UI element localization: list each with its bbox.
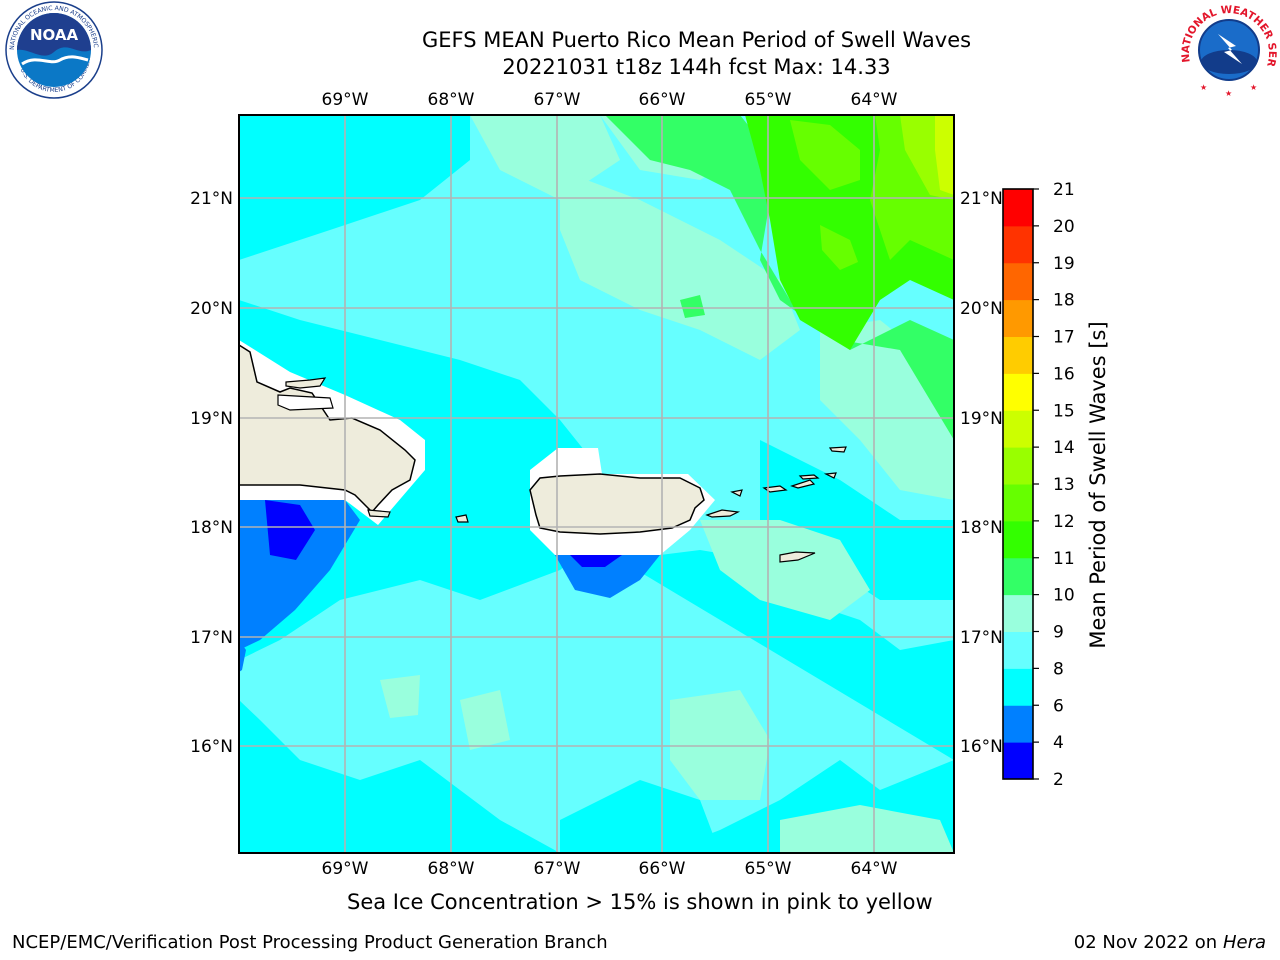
colorbar-tick-label: 8 xyxy=(1053,659,1064,679)
colorbar-swatch xyxy=(1003,742,1033,780)
colorbar-swatch xyxy=(1003,631,1033,669)
colorbar-swatch xyxy=(1003,594,1033,632)
hispaniola-landmass xyxy=(239,344,416,514)
noaa-wordmark: NOAA xyxy=(30,26,79,44)
lat-label: 18°N xyxy=(960,518,1003,538)
lat-labels-left: 21°N 20°N 19°N 18°N 17°N 16°N xyxy=(190,189,233,757)
lat-labels-right: 21°N 20°N 19°N 18°N 17°N 16°N xyxy=(960,189,1003,757)
colorbar-swatch xyxy=(1003,520,1033,559)
lat-label: 20°N xyxy=(960,299,1003,319)
colorbar-tick-label: 9 xyxy=(1053,623,1064,643)
colorbar-swatch xyxy=(1003,557,1033,596)
lat-label: 17°N xyxy=(960,628,1003,648)
colorbar-swatch xyxy=(1003,484,1033,522)
lat-label: 19°N xyxy=(190,409,233,429)
colorbar-swatch xyxy=(1003,447,1033,485)
machine-name: Hera xyxy=(1222,932,1266,953)
svg-text:★: ★ xyxy=(1225,89,1232,98)
colorbar-tick-label: 11 xyxy=(1053,549,1075,569)
producer-credit: NCEP/EMC/Verification Post Processing Pr… xyxy=(12,932,608,953)
puerto-rico-landmass xyxy=(529,473,705,535)
svg-text:★: ★ xyxy=(1200,83,1207,92)
colorbar-tick-label: 17 xyxy=(1053,328,1075,348)
lon-label: 66°W xyxy=(639,90,686,110)
noaa-logo: NATIONAL OCEANIC AND ATMOSPHERIC ADMINIS… xyxy=(0,0,106,100)
lon-label: 66°W xyxy=(639,859,686,879)
colorbar-swatch xyxy=(1003,225,1033,264)
chart-subtitle: 20221031 t18z 144h fcst Max: 14.33 xyxy=(502,55,891,79)
lon-label: 69°W xyxy=(322,859,369,879)
lat-label: 18°N xyxy=(190,518,233,538)
graticule xyxy=(239,115,954,853)
lon-label: 64°W xyxy=(851,90,898,110)
lat-label: 21°N xyxy=(960,189,1003,209)
generation-date: 02 Nov 2022 on Hera xyxy=(1074,932,1266,953)
colorbar-tick-label: 15 xyxy=(1053,401,1075,421)
colorbar-tick-label: 10 xyxy=(1053,586,1075,606)
colorbar-swatch xyxy=(1003,410,1033,448)
lon-label: 67°W xyxy=(534,859,581,879)
lon-label: 65°W xyxy=(745,90,792,110)
svg-text:★: ★ xyxy=(1250,83,1257,92)
colorbar-tick-label: 19 xyxy=(1053,254,1075,274)
lon-label: 64°W xyxy=(851,859,898,879)
chart-title: GEFS MEAN Puerto Rico Mean Period of Swe… xyxy=(421,28,972,52)
colorbar-tick-label: 6 xyxy=(1053,696,1064,716)
colorbar-tick-label: 16 xyxy=(1053,364,1075,384)
lat-label: 21°N xyxy=(190,189,233,209)
generation-date-text: 02 Nov 2022 on xyxy=(1073,932,1218,953)
colorbar-tick-label: 12 xyxy=(1053,512,1075,532)
colorbar-swatch xyxy=(1003,668,1033,706)
lon-label: 69°W xyxy=(322,90,369,110)
colorbar-tick-label: 21 xyxy=(1053,180,1075,200)
lon-label: 65°W xyxy=(745,859,792,879)
colorbar-tick-label: 2 xyxy=(1053,770,1064,790)
lat-label: 19°N xyxy=(960,409,1003,429)
lon-label: 68°W xyxy=(428,859,475,879)
lat-label: 17°N xyxy=(190,628,233,648)
colorbar-swatch xyxy=(1003,705,1033,743)
colorbar-tick-label: 20 xyxy=(1053,217,1075,237)
swell-period-field xyxy=(239,115,954,853)
nws-logo: NATIONAL WEATHER SERVICE ★ ★ ★ xyxy=(1174,0,1280,100)
colorbar-swatch xyxy=(1003,336,1033,374)
lon-labels-top: 69°W 68°W 67°W 66°W 65°W 64°W xyxy=(322,90,898,110)
colorbar-swatch xyxy=(1003,299,1033,337)
lon-label: 67°W xyxy=(534,90,581,110)
lat-label: 16°N xyxy=(960,737,1003,757)
colorbar-swatch xyxy=(1003,262,1033,301)
colorbar-tick-label: 4 xyxy=(1053,733,1064,753)
colorbar-title: Mean Period of Swell Waves [s] xyxy=(1086,321,1110,648)
lon-label: 68°W xyxy=(428,90,475,110)
sea-ice-note-text: Sea Ice Concentration > 15% is shown in … xyxy=(347,890,933,914)
colorbar-tick-label: 14 xyxy=(1053,438,1075,458)
colorbar-tick-label: 13 xyxy=(1053,475,1075,495)
colorbar-swatch xyxy=(1003,189,1033,227)
colorbar-swatch xyxy=(1003,373,1033,411)
lat-label: 16°N xyxy=(190,737,233,757)
lon-labels-bottom: 69°W 68°W 67°W 66°W 65°W 64°W xyxy=(322,859,898,879)
lat-label: 20°N xyxy=(190,299,233,319)
map-frame xyxy=(238,114,955,854)
colorbar: 2 4 6 8 9 10 11 12 13 14 15 16 17 18 19 20 21 xyxy=(1002,180,1075,790)
colorbar-tick-label: 18 xyxy=(1053,291,1075,311)
